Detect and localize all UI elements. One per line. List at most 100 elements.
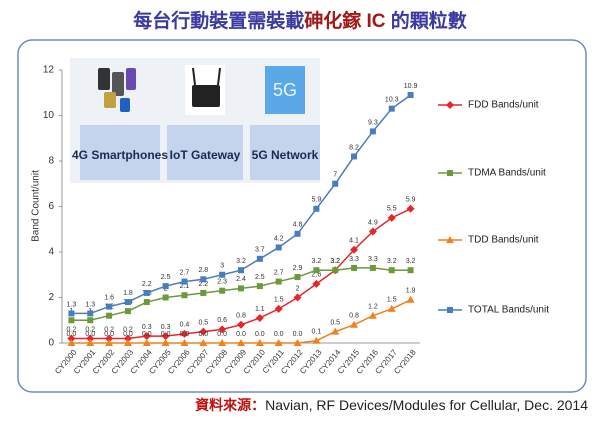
y-tick-label: 8 — [48, 156, 54, 167]
data-label: 1.2 — [368, 304, 378, 311]
data-label: 3.3 — [368, 256, 378, 263]
marker — [219, 271, 226, 278]
marker — [67, 339, 76, 346]
marker — [293, 339, 302, 346]
marker — [219, 287, 226, 294]
marker — [142, 332, 151, 341]
marker — [181, 292, 188, 299]
marker — [200, 289, 207, 296]
marker — [218, 339, 227, 346]
marker — [237, 320, 245, 329]
data-label: 2.2 — [198, 281, 208, 288]
marker — [199, 327, 208, 336]
legend-marker — [447, 307, 453, 313]
data-label: 3.2 — [330, 258, 340, 265]
marker — [350, 245, 359, 254]
data-label: 0.0 — [198, 331, 208, 338]
y-tick-label: 0 — [48, 338, 54, 349]
data-label: 0.0 — [274, 331, 284, 338]
data-label: 2.3 — [217, 279, 227, 286]
data-label: 10.3 — [385, 97, 399, 104]
data-label: 1.5 — [274, 297, 284, 304]
marker — [162, 283, 169, 290]
marker — [256, 283, 263, 290]
marker — [387, 213, 396, 222]
marker — [87, 310, 94, 317]
y-tick-label: 12 — [43, 65, 55, 76]
marker — [199, 339, 208, 346]
panel-box — [250, 125, 320, 180]
y-tick-label: 4 — [48, 247, 54, 258]
data-label: 1.1 — [255, 306, 265, 313]
marker — [86, 334, 95, 343]
marker — [255, 339, 264, 346]
data-label: 2.2 — [142, 281, 152, 288]
marker — [237, 339, 245, 346]
marker — [332, 267, 339, 274]
source: 資料來源：Navian, RF Devices/Modules for Cell… — [195, 397, 588, 413]
marker — [351, 264, 358, 271]
data-label: 0.0 — [236, 331, 246, 338]
data-label: 0.2 — [85, 326, 95, 333]
marker — [68, 310, 75, 317]
icon-text: 5G — [273, 80, 297, 100]
marker — [255, 313, 264, 322]
marker — [105, 334, 114, 343]
marker — [68, 317, 75, 324]
panel-box — [167, 125, 243, 180]
data-label: 4.8 — [293, 222, 303, 229]
data-label: 0.0 — [123, 331, 133, 338]
data-label: 0.6 — [217, 317, 227, 324]
legend-marker — [447, 170, 453, 176]
y-tick-label: 2 — [48, 292, 54, 303]
marker — [275, 278, 282, 285]
data-label: 1.9 — [406, 288, 416, 295]
data-label: 0.3 — [142, 324, 152, 331]
legend-label: TDD Bands/unit — [468, 235, 539, 246]
marker — [388, 105, 395, 112]
marker — [313, 267, 320, 274]
data-label: 0.0 — [142, 331, 152, 338]
image-panel: 5G 4G Smartphones IoT Gateway 5G Network — [70, 58, 320, 183]
data-label: 2.7 — [274, 269, 284, 276]
data-label: 0.5 — [330, 319, 340, 326]
marker — [162, 294, 169, 301]
data-label: 0.2 — [123, 326, 133, 333]
marker — [218, 325, 227, 334]
data-label: 0.8 — [236, 313, 246, 320]
data-label: 3.2 — [330, 258, 340, 265]
marker — [106, 303, 113, 310]
data-label: 2 — [296, 285, 300, 292]
5g-icon — [265, 66, 305, 114]
marker — [238, 267, 244, 274]
marker — [274, 339, 283, 346]
data-label: 2.1 — [180, 283, 190, 290]
data-label: 3.2 — [387, 258, 397, 265]
data-label: 2.5 — [255, 274, 265, 281]
marker — [200, 276, 207, 283]
marker — [275, 244, 282, 251]
marker — [124, 308, 131, 315]
title-part: 每台行動裝置需裝載 — [133, 9, 304, 32]
data-label: 9.3 — [368, 119, 378, 126]
data-label: 1.5 — [387, 297, 397, 304]
data-label: 0.4 — [180, 322, 190, 329]
marker — [105, 339, 114, 346]
data-label: 0.0 — [180, 331, 190, 338]
data-label: 0.2 — [67, 326, 77, 333]
panel-label: 4G Smartphones — [72, 148, 168, 162]
data-label: 7 — [333, 172, 337, 179]
source-label: 資料來源： — [195, 397, 265, 413]
gateway-icon — [185, 65, 225, 115]
data-label: 2.7 — [180, 269, 190, 276]
data-label: 3.7 — [255, 247, 265, 254]
data-label: 1.6 — [104, 294, 114, 301]
y-tick-label: 6 — [48, 201, 54, 212]
marker — [387, 304, 396, 312]
data-label: 2.8 — [198, 267, 208, 274]
source-text: Navian, RF Devices/Modules for Cellular,… — [265, 397, 588, 413]
data-label: 5.9 — [406, 197, 416, 204]
data-label: 0.2 — [104, 326, 114, 333]
marker — [180, 339, 189, 346]
